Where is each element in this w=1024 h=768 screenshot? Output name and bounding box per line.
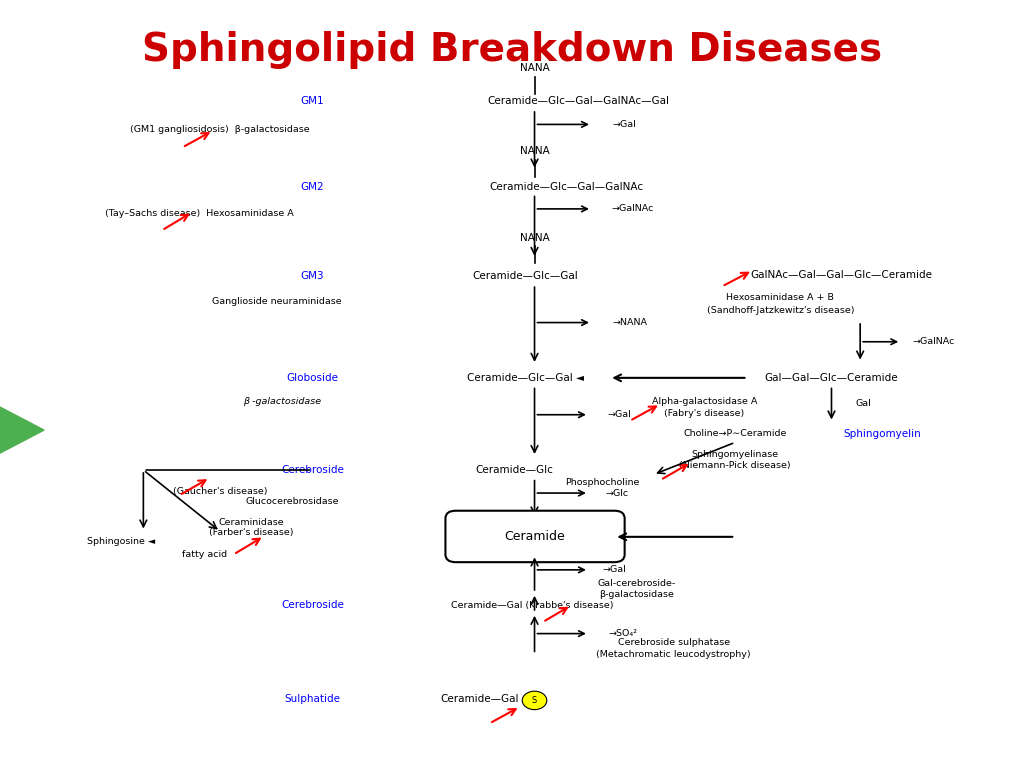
Text: (Farber's disease): (Farber's disease) — [209, 528, 293, 538]
Text: Cerebroside: Cerebroside — [281, 600, 344, 611]
Text: →Glc: →Glc — [606, 488, 629, 498]
Text: Sphingolipid Breakdown Diseases: Sphingolipid Breakdown Diseases — [142, 31, 882, 68]
Text: Globoside: Globoside — [287, 372, 338, 383]
Text: →SO₄²: →SO₄² — [608, 629, 637, 638]
Text: S: S — [531, 696, 538, 705]
Text: →Gal: →Gal — [612, 120, 637, 129]
Text: Ceramide—Gal: Ceramide—Gal — [440, 694, 518, 704]
Text: (Tay–Sachs disease)  Hexosaminidase A: (Tay–Sachs disease) Hexosaminidase A — [105, 209, 294, 218]
Text: Ceramide: Ceramide — [504, 531, 565, 543]
Text: Gal-cerebroside-: Gal-cerebroside- — [598, 579, 676, 588]
Text: (Metachromatic leucodystrophy): (Metachromatic leucodystrophy) — [596, 650, 752, 659]
Text: Sphingomyelinase: Sphingomyelinase — [691, 450, 779, 459]
FancyBboxPatch shape — [445, 511, 625, 562]
Text: Ceramide—Glc—Gal ◄: Ceramide—Glc—Gal ◄ — [467, 372, 584, 383]
Text: Gal: Gal — [855, 399, 871, 409]
Text: Glucocerebrosidase: Glucocerebrosidase — [245, 497, 339, 506]
Text: →GalNAc: →GalNAc — [912, 337, 955, 346]
Text: (GM1 gangliosidosis)  β-galactosidase: (GM1 gangliosidosis) β-galactosidase — [130, 124, 310, 134]
Text: Ceramide—Glc—Gal: Ceramide—Glc—Gal — [472, 271, 579, 282]
Text: NANA: NANA — [519, 146, 550, 157]
Text: Ceramide—Glc—Gal—GalNAc—Gal: Ceramide—Glc—Gal—GalNAc—Gal — [487, 96, 670, 107]
Text: Ceramide—Gal (Krabbe's disease): Ceramide—Gal (Krabbe's disease) — [452, 601, 613, 610]
Text: Ceramide—Glc: Ceramide—Glc — [475, 465, 553, 475]
Text: →GalNAc: →GalNAc — [611, 204, 654, 214]
Text: →Gal: →Gal — [607, 410, 632, 419]
Text: GM2: GM2 — [300, 181, 325, 192]
Text: Ganglioside neuraminidase: Ganglioside neuraminidase — [212, 297, 341, 306]
Text: Cerebroside sulphatase: Cerebroside sulphatase — [617, 638, 730, 647]
Text: Ceraminidase: Ceraminidase — [218, 518, 284, 527]
Text: GM3: GM3 — [300, 271, 325, 282]
Text: Alpha-galactosidase A: Alpha-galactosidase A — [652, 397, 757, 406]
Text: GalNAc—Gal—Gal—Glc—Ceramide: GalNAc—Gal—Gal—Glc—Ceramide — [751, 270, 933, 280]
Text: Phosphocholine: Phosphocholine — [565, 478, 639, 487]
Text: Ceramide—Glc—Gal—GalNAc: Ceramide—Glc—Gal—GalNAc — [489, 181, 643, 192]
Text: fatty acid: fatty acid — [182, 550, 227, 559]
Text: Gal—Gal—Glc—Ceramide: Gal—Gal—Glc—Ceramide — [765, 372, 898, 383]
Text: Sulphatide: Sulphatide — [285, 694, 340, 704]
Text: (Niemann-Pick disease): (Niemann-Pick disease) — [679, 461, 792, 470]
Text: →Gal: →Gal — [602, 565, 627, 574]
Text: (Gaucher's disease): (Gaucher's disease) — [173, 487, 267, 496]
Text: (Fabry's disease): (Fabry's disease) — [665, 409, 744, 418]
Text: GM1: GM1 — [300, 96, 325, 107]
Text: Choline→P∼Ceramide: Choline→P∼Ceramide — [684, 429, 786, 439]
Text: β-galactosidase: β-galactosidase — [599, 590, 675, 599]
Circle shape — [522, 691, 547, 710]
Text: →NANA: →NANA — [612, 318, 647, 327]
Text: NANA: NANA — [519, 62, 550, 73]
Text: Cerebroside: Cerebroside — [281, 465, 344, 475]
Polygon shape — [0, 407, 44, 453]
Text: β -galactosidase: β -galactosidase — [243, 397, 321, 406]
Text: Hexosaminidase A + B: Hexosaminidase A + B — [726, 293, 835, 303]
Text: Sphingomyelin: Sphingomyelin — [844, 429, 922, 439]
Text: Sphingosine ◄: Sphingosine ◄ — [87, 537, 155, 546]
Text: NANA: NANA — [519, 233, 550, 243]
Text: (Sandhoff-Jatzkewitz's disease): (Sandhoff-Jatzkewitz's disease) — [707, 306, 854, 315]
